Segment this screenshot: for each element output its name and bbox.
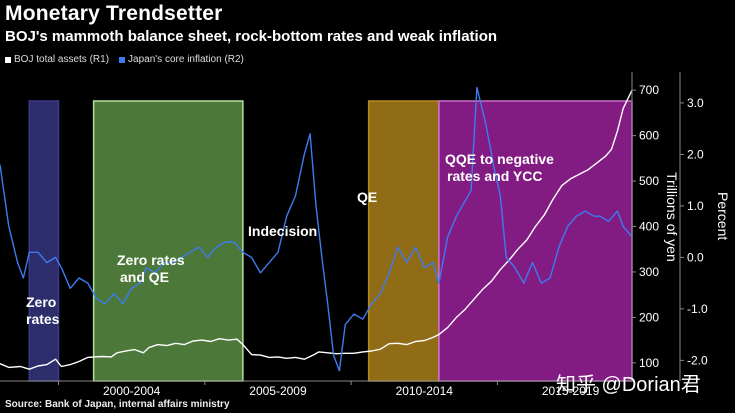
policy-bands (28, 100, 633, 382)
annotation-zero-rates-line1: Zero (26, 294, 56, 310)
legend: BOJ total assets (R1) Japan's core infla… (5, 54, 244, 65)
x-tick-label: 2010-2014 (396, 384, 454, 398)
right-axis-2-ticks: -2.0 -1.0 0.0 1.0 2.0 3.0 (680, 96, 708, 367)
chart-subtitle: BOJ's mammoth balance sheet, rock-bottom… (5, 28, 498, 45)
legend-label-assets: BOJ total assets (R1) (14, 54, 110, 65)
band-zero-rates-qe (92, 100, 244, 382)
r1-tick-label: 100 (639, 356, 659, 370)
legend-swatch-inflation (119, 56, 126, 63)
r1-tick-label: 600 (639, 129, 659, 143)
annotation-zero-rates-qe-line2: and QE (120, 269, 169, 285)
x-tick-label: 2015-2019 (542, 384, 600, 398)
x-tick-label: 2005-2009 (249, 384, 307, 398)
series-line-boj-assets (0, 89, 632, 370)
band-zero-rates (28, 100, 60, 382)
x-tick-label: 2000-2004 (103, 384, 161, 398)
r2-tick-label: -2.0 (687, 353, 708, 367)
chart-title: Monetary Trendsetter (5, 2, 223, 25)
r1-tick-label: 400 (639, 220, 659, 234)
series-line-core-inflation (0, 86, 632, 372)
r2-tick-label: 0.0 (687, 250, 704, 264)
r1-tick-label: 200 (639, 310, 659, 324)
right-axis-1-title: Trillions of yen (664, 172, 680, 262)
r2-tick-label: 1.0 (687, 199, 704, 213)
annotation-qqe-line2: rates and YCC (447, 168, 542, 184)
right-axis-2-title: Percent (715, 192, 731, 240)
annotation-qe: QE (357, 189, 377, 205)
x-axis-ticks: 2000-2004 2005-2009 2010-2014 2015-2019 (58, 381, 600, 398)
series-lines (0, 86, 632, 372)
r2-tick-label: 3.0 (687, 96, 704, 110)
r2-tick-label: -1.0 (687, 302, 708, 316)
band-qqe (438, 100, 633, 382)
annotation-qqe-line1: QQE to negative (445, 151, 554, 167)
r1-tick-label: 300 (639, 265, 659, 279)
right-axis-1-ticks: 100 200 300 400 500 600 700 (632, 83, 659, 370)
policy-annotations: Zero rates Zero rates and QE Indecision … (26, 151, 554, 327)
legend-item-assets: BOJ total assets (R1) (5, 54, 109, 65)
legend-label-inflation: Japan's core inflation (R2) (128, 54, 244, 65)
legend-swatch-assets (5, 56, 11, 63)
legend-item-inflation: Japan's core inflation (R2) (119, 54, 244, 65)
r1-tick-label: 500 (639, 174, 659, 188)
r2-tick-label: 2.0 (687, 147, 704, 161)
r1-tick-label: 700 (639, 83, 659, 97)
annotation-zero-rates-line2: rates (26, 311, 60, 327)
source-note: Source: Bank of Japan, internal affairs … (5, 399, 230, 410)
watermark: 知乎 @Dorian君 (556, 374, 701, 396)
annotation-indecision: Indecision (248, 223, 317, 239)
annotation-zero-rates-qe-line1: Zero rates (117, 252, 185, 268)
